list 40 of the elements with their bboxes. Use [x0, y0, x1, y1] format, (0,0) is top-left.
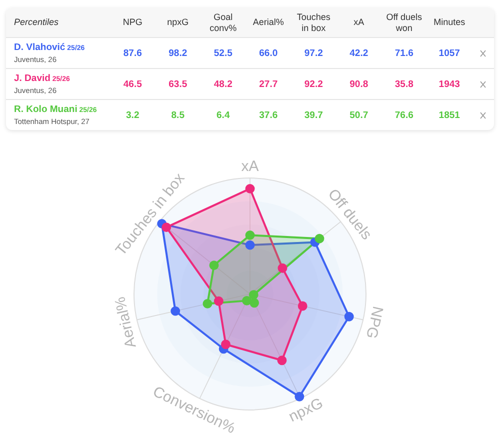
data-label: 90.8 — [336, 68, 382, 100]
category-label: Minutes — [426, 8, 472, 38]
legend-label: R. Kolo Muani — [14, 104, 78, 114]
data-label: 76.6 — [382, 100, 427, 130]
data-label: 66.0 — [246, 38, 291, 68]
data-label: 1057 — [426, 38, 472, 68]
data-label: 35.8 — [382, 68, 427, 100]
data-label: 1851 — [426, 100, 472, 130]
data-label: 63.5 — [155, 68, 200, 100]
data-label: 3.2 — [110, 100, 156, 130]
data-label: 27.7 — [246, 68, 291, 100]
category-label: xA — [336, 8, 382, 38]
data-label: 50.7 — [336, 100, 382, 130]
category-label: Off duels won — [382, 8, 427, 38]
data-label: 87.6 — [110, 38, 156, 68]
data-label: 97.2 — [291, 38, 336, 68]
spoke-label: npxG — [286, 394, 326, 426]
data-label: 1943 — [426, 68, 472, 100]
data-label: 71.6 — [382, 38, 427, 68]
category-label: Aerial% — [246, 8, 291, 38]
spoke-label: Aerial% — [112, 295, 140, 350]
data-label: 52.5 — [200, 38, 246, 68]
data-label: 37.6 — [246, 100, 291, 130]
data-label: 42.2 — [336, 38, 382, 68]
data-label: 6.4 — [200, 100, 246, 130]
category-label: Touches in box — [291, 8, 336, 38]
category-label: npxG — [155, 8, 200, 38]
data-label: 46.5 — [110, 68, 156, 100]
data-label: 92.2 — [291, 68, 336, 100]
legend-label: D. Vlahović — [14, 42, 66, 52]
data-label: 8.5 — [155, 100, 200, 130]
legend-title: Percentiles — [6, 8, 110, 38]
spoke-label: NPG — [362, 304, 386, 340]
data-label: 39.7 — [291, 100, 336, 130]
legend-label: J. David — [14, 72, 50, 84]
category-label: Goal conv% — [200, 8, 246, 38]
category-label: NPG — [110, 8, 156, 38]
spoke-label: xA — [241, 158, 259, 175]
data-label: 98.2 — [155, 38, 200, 68]
data-label: 48.2 — [200, 68, 246, 100]
